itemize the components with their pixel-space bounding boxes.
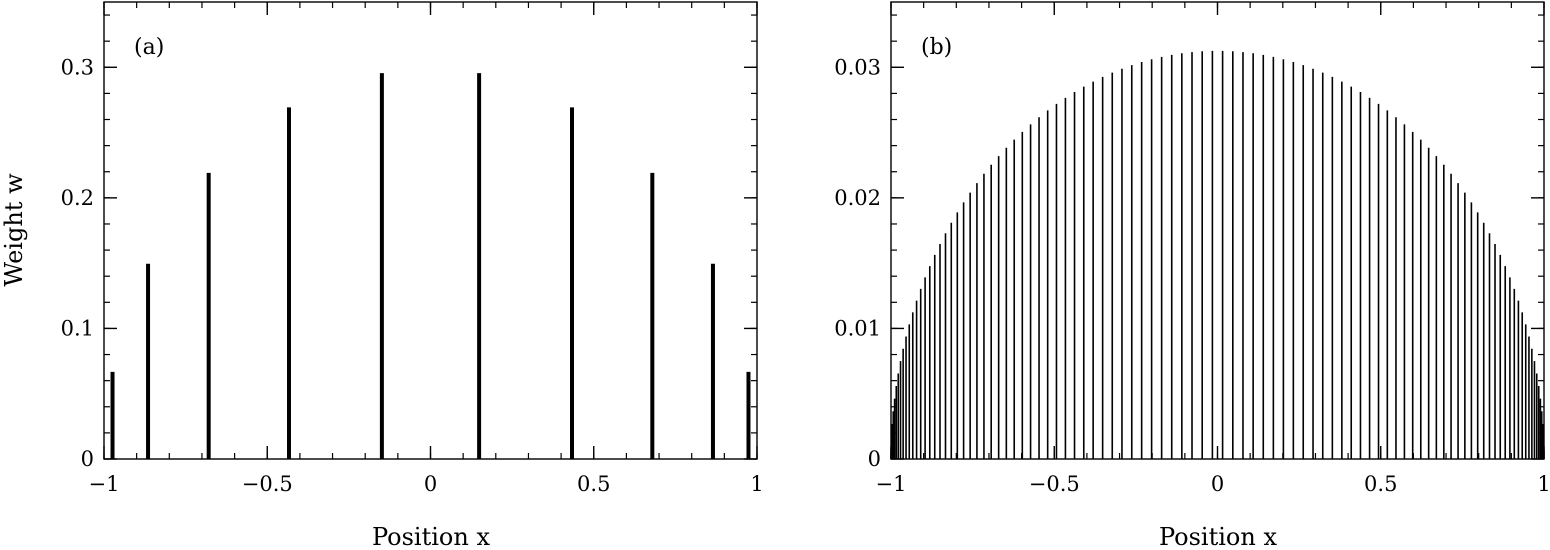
panel-a-y-ticks: 0 0.1 0.2 0.3 (61, 14, 757, 471)
panel-a-x-ticks: −1 −0.5 0 0.5 1 (89, 2, 764, 496)
panel-b: 0 0.01 0.02 0.03 −1 −0.5 0 0.5 1 (b) Position x (834, 1, 1550, 550)
x-tick-label: 1 (1537, 472, 1550, 496)
y-axis-title: Weight w (0, 173, 28, 287)
y-tick-label: 0.01 (834, 316, 881, 340)
y-tick-label: 0 (81, 447, 94, 471)
x-tick-label: −0.5 (242, 472, 293, 496)
panel-b-x-ticks: −1 −0.5 0 0.5 1 (876, 2, 1550, 496)
panel-b-x-axis-title: Position x (1159, 523, 1277, 550)
panel-b-y-ticks: 0 0.01 0.02 0.03 (834, 14, 1544, 471)
x-tick-label: 0.5 (1364, 472, 1397, 496)
x-tick-label: 0 (1211, 472, 1224, 496)
panel-b-stems (890, 50, 1545, 459)
y-tick-label: 0.02 (834, 186, 881, 210)
y-tick-label: 0.1 (61, 316, 94, 340)
panel-a: 0 0.1 0.2 0.3 −1 −0.5 0 0.5 1 (a) Position x (61, 1, 764, 550)
panel-a-stems (110, 73, 751, 459)
y-tick-label: 0.2 (61, 186, 94, 210)
y-tick-label: 0.03 (834, 55, 881, 79)
panel-a-frame (103, 1, 758, 460)
x-tick-label: 0 (424, 472, 437, 496)
x-tick-label: −1 (876, 472, 907, 496)
panel-a-label: (a) (134, 35, 164, 60)
y-tick-label: 0 (868, 447, 881, 471)
x-tick-label: −0.5 (1029, 472, 1080, 496)
panel-b-frame (890, 1, 1545, 460)
panel-a-x-axis-title: Position x (372, 523, 490, 550)
x-tick-label: 1 (750, 472, 763, 496)
panel-b-label: (b) (921, 35, 952, 60)
x-tick-label: 0.5 (577, 472, 610, 496)
x-tick-label: −1 (89, 472, 120, 496)
y-tick-label: 0.3 (61, 55, 94, 79)
